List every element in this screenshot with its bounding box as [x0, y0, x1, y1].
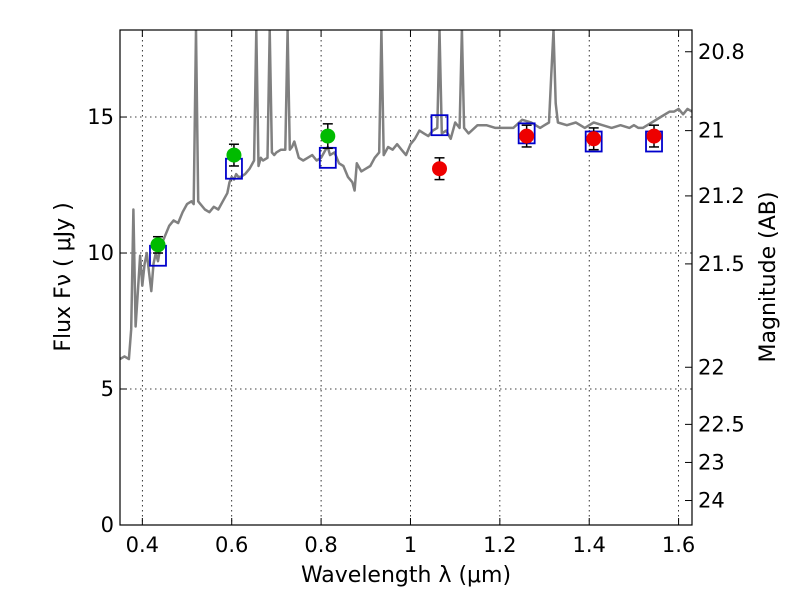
right-tick-label: 23	[698, 450, 725, 474]
x-tick-label: 0.8	[304, 533, 337, 557]
right-tick-label: 22.5	[698, 412, 745, 436]
spectrum-line	[120, 30, 692, 361]
x-tick-label: 1.2	[483, 533, 516, 557]
x-tick-label: 1.4	[573, 533, 606, 557]
observed-point	[586, 131, 602, 147]
x-tick-label: 0.6	[215, 533, 248, 557]
grid-layer	[120, 30, 692, 525]
observed-point	[320, 128, 336, 144]
observed-point	[226, 147, 242, 163]
plot-frame	[119, 29, 693, 526]
observed-point	[432, 161, 448, 177]
observed-point	[646, 128, 662, 144]
y-tick-label: 5	[101, 377, 114, 401]
x-tick-label: 1	[404, 533, 417, 557]
right-tick-label: 22	[698, 355, 725, 379]
y-tick-label: 10	[87, 241, 114, 265]
right-tick-label: 21.5	[698, 252, 745, 276]
x-tick-label: 1.6	[662, 533, 695, 557]
right-tick-label: 21.2	[698, 184, 745, 208]
observed-point	[150, 237, 166, 253]
series-layer	[120, 30, 692, 361]
model-point-square	[430, 114, 449, 137]
x-axis-label: Wavelength λ (μm)	[301, 563, 511, 588]
right-tick-label: 24	[698, 489, 725, 513]
right-tick-label: 20.8	[698, 40, 745, 64]
x-tick-label: 0.4	[126, 533, 159, 557]
y-tick-label: 0	[101, 513, 114, 537]
y-axis-label: Flux Fν ( μJy )	[51, 202, 76, 351]
y-tick-label: 15	[87, 105, 114, 129]
y-axis-label-right: Magnitude (AB)	[756, 192, 781, 363]
right-tick-label: 21	[698, 119, 725, 143]
ticks-layer: 0.4 0.6 0.8 1 1.2 1.4 1.6 0 5 10 15 20.8 21 21.2 21.5 2…	[87, 30, 745, 557]
observed-point	[519, 128, 535, 144]
